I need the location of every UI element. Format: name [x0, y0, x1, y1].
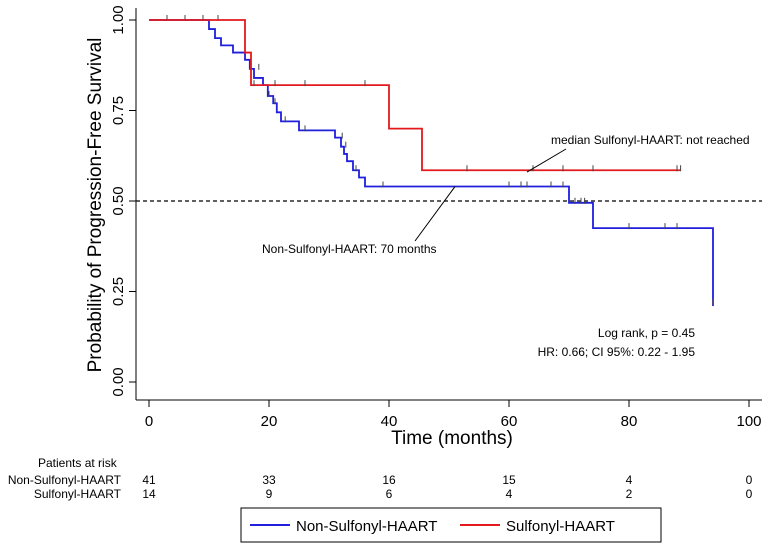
risk-table-title: Patients at risk	[38, 456, 118, 470]
y-axis-label: Probability of Progression-Free Survival	[85, 38, 106, 373]
y-tick-label: 0.75	[110, 96, 127, 125]
risk-cell: 0	[746, 487, 753, 501]
y-tick-label: 1.00	[110, 5, 127, 34]
risk-cell: 2	[626, 487, 633, 501]
annotation-non-sulfonyl-median: Non-Sulfonyl-HAART: 70 months	[262, 242, 437, 256]
x-tick-label: 60	[501, 413, 518, 430]
risk-cell: 15	[502, 473, 516, 487]
risk-cell: 9	[266, 487, 273, 501]
legend-box	[240, 507, 662, 543]
y-tick-label: 0.25	[110, 277, 127, 306]
annotation-pointer-sulfonyl	[526, 148, 567, 173]
x-axis-label: Time (months)	[391, 428, 513, 449]
risk-table-values: 41 33 16 15 4 014 9 6 4 2 0	[142, 473, 752, 501]
x-tick-label: 80	[621, 413, 638, 430]
y-axis-ticks: 0.00 0.25 0.50 0.75 1.00	[110, 5, 136, 397]
risk-row-label-non-sulfonyl: Non-Sulfonyl-HAART	[8, 473, 122, 487]
annotation-sulfonyl-median: median Sulfonyl-HAART: not reached	[551, 133, 750, 147]
legend: Non-Sulfonyl-HAART Sulfonyl-HAART	[240, 507, 662, 543]
annotation-pointer-non-sulfonyl	[414, 186, 456, 242]
survival-curve-non-sulfonyl	[149, 19, 714, 306]
legend-label-sulfonyl: Sulfonyl-HAART	[506, 518, 615, 535]
survival-curve-sulfonyl	[149, 19, 681, 172]
x-tick-label: 40	[381, 413, 398, 430]
risk-cell: 14	[142, 487, 156, 501]
risk-cell: 33	[262, 473, 276, 487]
stats-logrank: Log rank, p = 0.45	[598, 326, 695, 340]
risk-cell: 41	[142, 473, 156, 487]
x-tick-label: 100	[736, 413, 761, 430]
legend-label-non-sulfonyl: Non-Sulfonyl-HAART	[296, 518, 437, 535]
x-axis-ticks: 0 20 40 60 80 100	[145, 400, 762, 430]
risk-cell: 16	[382, 473, 396, 487]
risk-cell: 6	[386, 487, 393, 501]
risk-cell: 0	[746, 473, 753, 487]
x-tick-label: 0	[145, 413, 153, 430]
stats-hazard-ratio: HR: 0.66; CI 95%: 0.22 - 1.95	[538, 345, 696, 359]
risk-cell: 4	[626, 473, 633, 487]
survival-curves	[149, 15, 714, 306]
risk-cell: 4	[506, 487, 513, 501]
risk-row-label-sulfonyl: Sulfonyl-HAART	[34, 487, 122, 501]
y-tick-label: 0.00	[110, 367, 127, 396]
x-tick-label: 20	[261, 413, 278, 430]
y-tick-label: 0.50	[110, 186, 127, 215]
